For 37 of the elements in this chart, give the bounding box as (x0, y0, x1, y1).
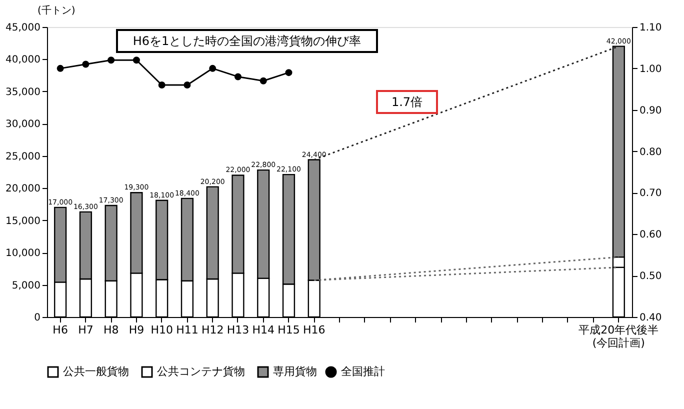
y2-tick-label: 0.50 (640, 271, 662, 282)
y2-tick-label: 0.60 (640, 230, 662, 241)
y-tick-label: 40,000 (6, 54, 40, 66)
x-tick-label: 平成20年代後半 (今回計画) (578, 324, 659, 350)
x-tick-label: H9 (128, 324, 144, 336)
y-tick-label: 0 (34, 312, 40, 324)
x-tick-label: H14 (252, 324, 274, 336)
legend-label: 全国推計 (341, 365, 385, 378)
x-tick-label: H11 (176, 324, 198, 336)
y2-tick-label: 0.80 (640, 146, 662, 158)
y-tick-label: 20,000 (6, 184, 40, 195)
x-tick-label: H8 (103, 324, 119, 336)
y-tick-label: 30,000 (6, 119, 40, 130)
y-tick-label: 35,000 (6, 86, 40, 98)
x-tick-label: H6 (52, 324, 68, 336)
legend-label: 専用貨物 (273, 365, 317, 378)
y-tick-label: 5,000 (12, 280, 40, 292)
y-axis-title: (千トン) (38, 4, 76, 16)
x-tick-label: H16 (302, 324, 326, 336)
y-tick-label: 25,000 (6, 151, 40, 162)
x-tick-label: H13 (226, 324, 250, 336)
legend-label: 公共一般貨物 (63, 365, 129, 378)
annotation: 1.7倍 (391, 95, 423, 109)
x-tick-label: H10 (150, 324, 173, 336)
y-tick-label: 10,000 (6, 248, 40, 260)
y2-tick-label: 0.90 (640, 105, 662, 116)
y-tick-label: 45,000 (6, 22, 40, 34)
x-tick-label: H15 (278, 324, 300, 336)
y-tick-label: 15,000 (6, 216, 40, 227)
y2-tick-label: 1.10 (640, 22, 662, 34)
y2-tick-label: 0.70 (640, 188, 662, 200)
x-tick-label: H12 (201, 324, 224, 336)
y2-tick-label: 1.00 (640, 64, 662, 75)
legend-label: 公共コンテナ貨物 (157, 365, 245, 378)
x-tick-label: H7 (78, 324, 94, 336)
y2-tick-label: 0.40 (640, 312, 662, 324)
annotation: H6を1とした時の全国の港湾貨物の伸び率 (132, 34, 362, 48)
